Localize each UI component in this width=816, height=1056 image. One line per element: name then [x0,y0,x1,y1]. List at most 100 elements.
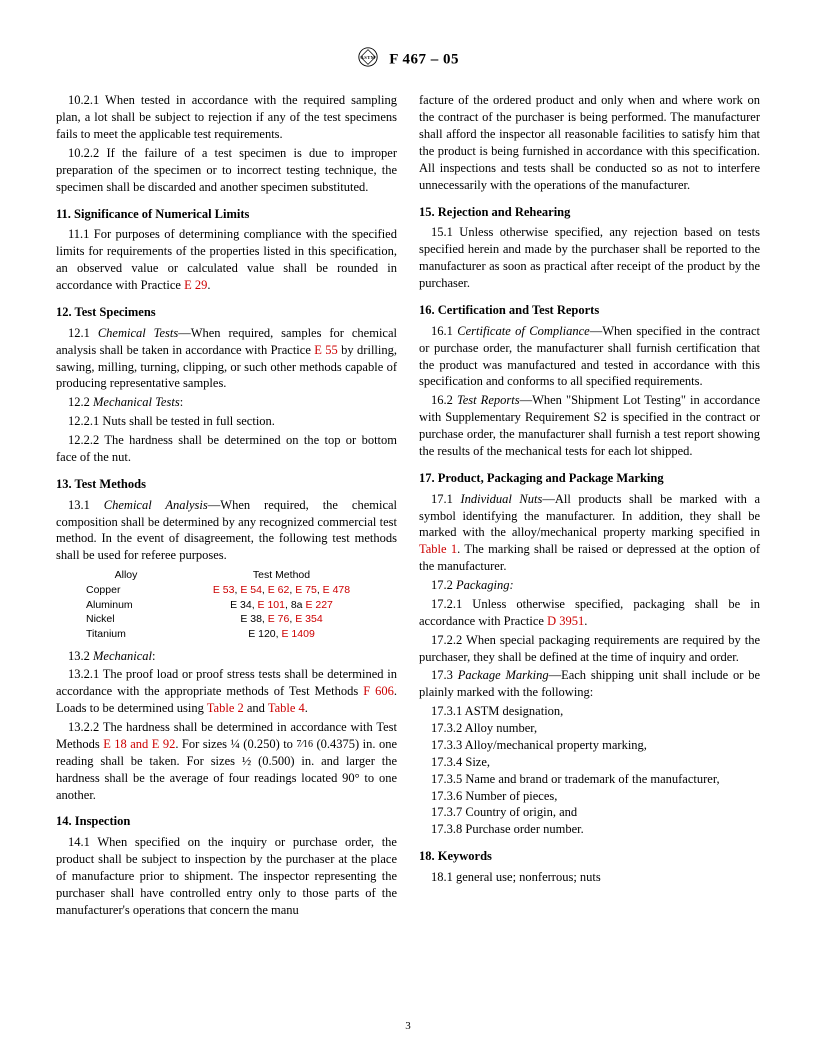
item-17-3-3: 17.3.3 Alloy/mechanical property marking… [419,737,760,754]
designation: F 467 – 05 [389,52,459,68]
ref-e18-e92: E 18 and E 92 [103,737,175,751]
alloy-cell: Titanium [86,627,166,642]
ref: E 1409 [282,628,315,640]
para-13-2: 13.2 Mechanical: [56,648,397,665]
section-14-title: 14. Inspection [56,813,397,830]
section-12-title: 12. Test Specimens [56,304,397,321]
packaging-label: Packaging: [456,578,514,592]
sep: , 8a [285,599,305,611]
method-cell: E 120, E 1409 [166,627,397,642]
table-header-row: Alloy Test Method [86,568,397,583]
individual-nuts-label: Individual Nuts [460,492,542,506]
ref: E 75 [295,584,317,596]
ref: E 62 [268,584,290,596]
ref-f606: F 606 [363,684,394,698]
table-row: Titanium E 120, E 1409 [86,627,397,642]
section-17-title: 17. Product, Packaging and Package Marki… [419,470,760,487]
text: E 120 [248,628,275,640]
text: : [152,649,155,663]
para-18-1: 18.1 general use; nonferrous; nuts [419,869,760,886]
para-13-2-1: 13.2.1 The proof load or proof stress te… [56,666,397,717]
ref-e29: E 29 [184,278,207,292]
ref-d3951: D 3951 [547,614,584,628]
para-16-2: 16.2 Test Reports—When "Shipment Lot Tes… [419,392,760,460]
alloy-cell: Aluminum [86,598,166,613]
ref: E 478 [323,584,350,596]
item-17-3-5: 17.3.5 Name and brand or trademark of th… [419,771,760,788]
page-number: 3 [0,1019,816,1034]
ref-table1: Table 1 [419,542,457,556]
item-17-3-1: 17.3.1 ASTM designation, [419,703,760,720]
ref: E 101 [258,599,285,611]
document-header: ASTM F 467 – 05 [56,46,760,74]
para-17-3: 17.3 Package Marking—Each shipping unit … [419,667,760,701]
section-13-title: 13. Test Methods [56,476,397,493]
para-15-1: 15.1 Unless otherwise specified, any rej… [419,224,760,292]
text: 12.1 [68,326,98,340]
text: . [584,614,587,628]
text: 11.1 For purposes of determining complia… [56,227,397,292]
para-13-1: 13.1 Chemical Analysis—When required, th… [56,497,397,565]
alloy-test-method-table: Alloy Test Method Copper E 53, E 54, E 6… [86,568,397,641]
mechanical-tests-label: Mechanical Tests [93,395,180,409]
table-row: Nickel E 38, E 76, E 354 [86,612,397,627]
astm-logo: ASTM [357,46,379,74]
chemical-tests-label: Chemical Tests [98,326,178,340]
mechanical-label: Mechanical [93,649,152,663]
text: 12.2 [68,395,93,409]
alloy-cell: Copper [86,583,166,598]
text: . For sizes ¼ (0.250) to [175,737,296,751]
text: E 38 [240,613,262,625]
para-10-2-1: 10.2.1 When tested in accordance with th… [56,92,397,143]
text: 17.1 [431,492,460,506]
col-header-method: Test Method [166,568,397,583]
text: 17.2 [431,578,456,592]
item-17-3-8: 17.3.8 Purchase order number. [419,821,760,838]
text: E 34 [230,599,252,611]
text: . The marking shall be raised or depress… [419,542,760,573]
package-marking-label: Package Marking [458,668,549,682]
text: 16.1 [431,324,457,338]
para-17-2-2: 17.2.2 When special packaging requiremen… [419,632,760,666]
para-12-2: 12.2 Mechanical Tests: [56,394,397,411]
table-row: Aluminum E 34, E 101, 8a E 227 [86,598,397,613]
method-cell: E 53, E 54, E 62, E 75, E 478 [166,583,397,598]
body-columns: 10.2.1 When tested in accordance with th… [56,92,760,918]
section-15-title: 15. Rejection and Rehearing [419,204,760,221]
item-17-3-7: 17.3.7 Country of origin, and [419,804,760,821]
ref: E 76 [268,613,290,625]
method-cell: E 38, E 76, E 354 [166,612,397,627]
para-12-2-2: 12.2.2 The hardness shall be determined … [56,432,397,466]
ref: E 227 [305,599,332,611]
ref-table4: Table 4 [268,701,305,715]
section-11-title: 11. Significance of Numerical Limits [56,206,397,223]
ref: E 354 [295,613,322,625]
section-16-title: 16. Certification and Test Reports [419,302,760,319]
para-11-1: 11.1 For purposes of determining complia… [56,226,397,294]
text: 13.2.1 The proof load or proof stress te… [56,667,397,698]
ref: E 53 [213,584,235,596]
item-17-3-4: 17.3.4 Size, [419,754,760,771]
section-18-title: 18. Keywords [419,848,760,865]
para-12-2-1: 12.2.1 Nuts shall be tested in full sect… [56,413,397,430]
text: 16.2 [431,393,457,407]
text: . [207,278,210,292]
para-14-cont: facture of the ordered product and only … [419,92,760,193]
chemical-analysis-label: Chemical Analysis [104,498,208,512]
ref-table2: Table 2 [207,701,244,715]
table-row: Copper E 53, E 54, E 62, E 75, E 478 [86,583,397,598]
text: 17.2.1 Unless otherwise specified, packa… [419,597,760,628]
page: ASTM F 467 – 05 10.2.1 When tested in ac… [0,0,816,1056]
cert-compliance-label: Certificate of Compliance [457,324,589,338]
text: and [244,701,268,715]
text: 13.2 [68,649,93,663]
para-17-1: 17.1 Individual Nuts—All products shall … [419,491,760,575]
para-13-2-2: 13.2.2 The hardness shall be determined … [56,719,397,803]
item-17-3-2: 17.3.2 Alloy number, [419,720,760,737]
method-cell: E 34, E 101, 8a E 227 [166,598,397,613]
text: 13.1 [68,498,104,512]
svg-text:ASTM: ASTM [360,55,375,60]
para-12-1: 12.1 Chemical Tests—When required, sampl… [56,325,397,393]
col-header-alloy: Alloy [86,568,166,583]
ref: E 54 [240,584,262,596]
